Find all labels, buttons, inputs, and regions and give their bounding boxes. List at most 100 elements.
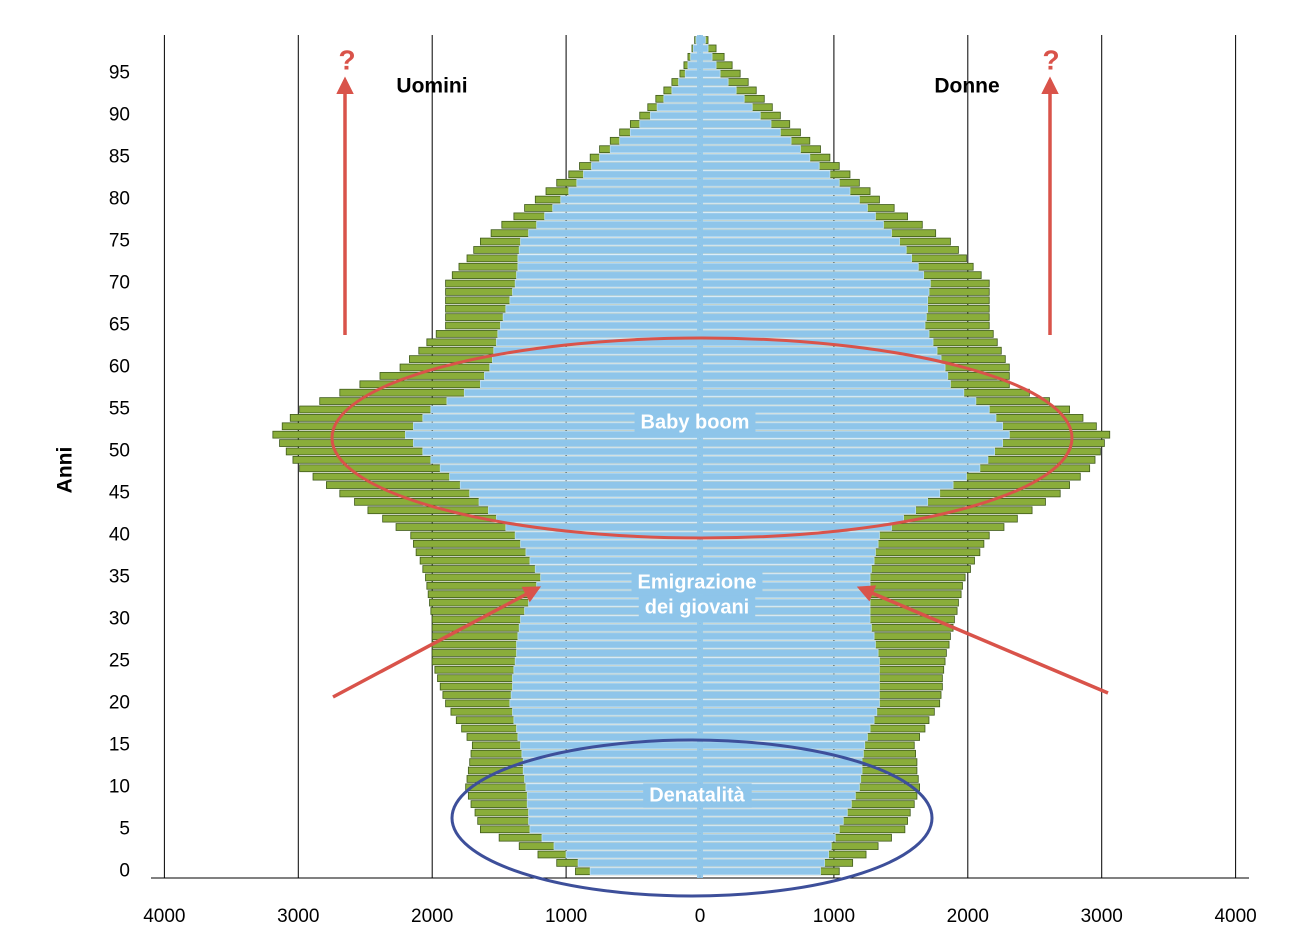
inner-bar — [699, 472, 967, 481]
inner-bar — [505, 304, 701, 313]
inner-bar — [699, 288, 930, 296]
arrow — [332, 586, 542, 699]
inner-bar — [699, 556, 875, 565]
inner-bar — [520, 237, 701, 246]
inner-bar — [699, 296, 929, 305]
inner-bar — [699, 262, 919, 271]
annotation: ? — [338, 44, 355, 75]
y-tick-label: 5 — [119, 818, 130, 839]
inner-bar — [510, 691, 701, 699]
inner-bar — [699, 170, 831, 179]
y-tick-label: 55 — [109, 398, 130, 419]
inner-bar — [512, 682, 701, 691]
center-line — [697, 35, 703, 878]
inner-bar — [699, 817, 844, 825]
inner-bar — [500, 321, 701, 330]
inner-bar — [413, 439, 701, 447]
y-tick-label: 0 — [119, 860, 130, 881]
x-tick-label: 2000 — [411, 906, 453, 927]
inner-bar — [699, 372, 949, 380]
inner-bar — [699, 640, 876, 649]
inner-bar — [577, 859, 701, 867]
inner-bar — [699, 220, 884, 229]
inner-bar — [488, 506, 701, 515]
x-tick-label: 2000 — [947, 906, 989, 927]
inner-bar — [568, 187, 701, 196]
inner-bar — [699, 363, 946, 372]
annotation: Emigrazione — [638, 571, 757, 593]
inner-bar — [656, 103, 701, 112]
y-tick-label: 45 — [109, 482, 130, 503]
inner-bar — [699, 321, 926, 330]
inner-bar — [478, 497, 701, 506]
inner-bar — [699, 758, 863, 766]
inner-bar — [699, 388, 965, 397]
inner-bar — [699, 691, 880, 699]
inner-bar — [512, 674, 701, 683]
inner-bar — [699, 94, 745, 103]
x-tick-label: 4000 — [143, 906, 185, 927]
inner-bar — [699, 178, 840, 187]
inner-bar — [699, 304, 929, 313]
inner-bar — [699, 506, 916, 515]
inner-bar — [430, 456, 701, 464]
inner-bar — [699, 229, 892, 237]
inner-bar — [699, 120, 772, 128]
inner-bar — [509, 699, 701, 708]
denatalita-ellipse — [450, 738, 934, 898]
inner-bar — [699, 271, 925, 279]
inner-bar — [699, 775, 862, 783]
inner-bar — [699, 246, 907, 254]
inner-bar — [699, 145, 801, 154]
inner-bar — [699, 833, 836, 842]
inner-bar — [528, 229, 701, 237]
inner-bar — [479, 380, 701, 389]
y-tick-label: 35 — [109, 566, 130, 587]
baby-boom-ellipse — [330, 336, 1074, 540]
inner-bar — [552, 204, 701, 212]
inner-bar — [699, 548, 876, 557]
inner-bar — [496, 514, 701, 523]
y-tick-label: 10 — [109, 776, 130, 797]
inner-bar — [514, 279, 701, 288]
inner-bar — [439, 464, 701, 473]
inner-bar — [699, 699, 880, 708]
inner-bar — [528, 817, 701, 825]
inner-bar — [449, 472, 701, 481]
y-tick-label: 30 — [109, 608, 130, 629]
inner-bar — [576, 178, 701, 187]
inner-bar — [699, 355, 942, 363]
inner-bar — [516, 649, 701, 657]
inner-bar — [513, 716, 701, 724]
inner-bar — [517, 262, 701, 271]
inner-bar — [671, 86, 701, 95]
inner-bar — [699, 539, 879, 548]
x-tick-label: 3000 — [277, 906, 319, 927]
inner-bar — [489, 363, 701, 372]
inner-bar — [524, 775, 701, 783]
inner-bar — [516, 724, 701, 733]
annotation: dei giovani — [645, 596, 749, 618]
inner-bar — [609, 145, 701, 154]
inner-bar — [459, 481, 701, 489]
inner-bar — [699, 859, 825, 867]
inner-bar — [484, 372, 701, 380]
y-tick-label: 95 — [109, 63, 130, 84]
legend-label: Donne — [934, 75, 999, 98]
legend-label: Uomini — [396, 75, 467, 98]
inner-bar — [517, 254, 701, 263]
inner-bar — [699, 649, 879, 657]
annotation-box — [638, 595, 756, 620]
inner-bar — [699, 69, 721, 78]
y-tick-label: 60 — [109, 357, 130, 378]
inner-bar — [529, 556, 701, 565]
y-tick-label: 80 — [109, 189, 130, 210]
x-tick-label: 0 — [695, 906, 706, 927]
y-tick-label: 50 — [109, 440, 130, 461]
inner-bar — [699, 665, 880, 674]
inner-bar — [525, 548, 701, 557]
inner-bar — [699, 330, 930, 338]
inner-bar — [639, 120, 701, 128]
inner-bar — [663, 94, 701, 103]
inner-bar — [699, 254, 912, 263]
